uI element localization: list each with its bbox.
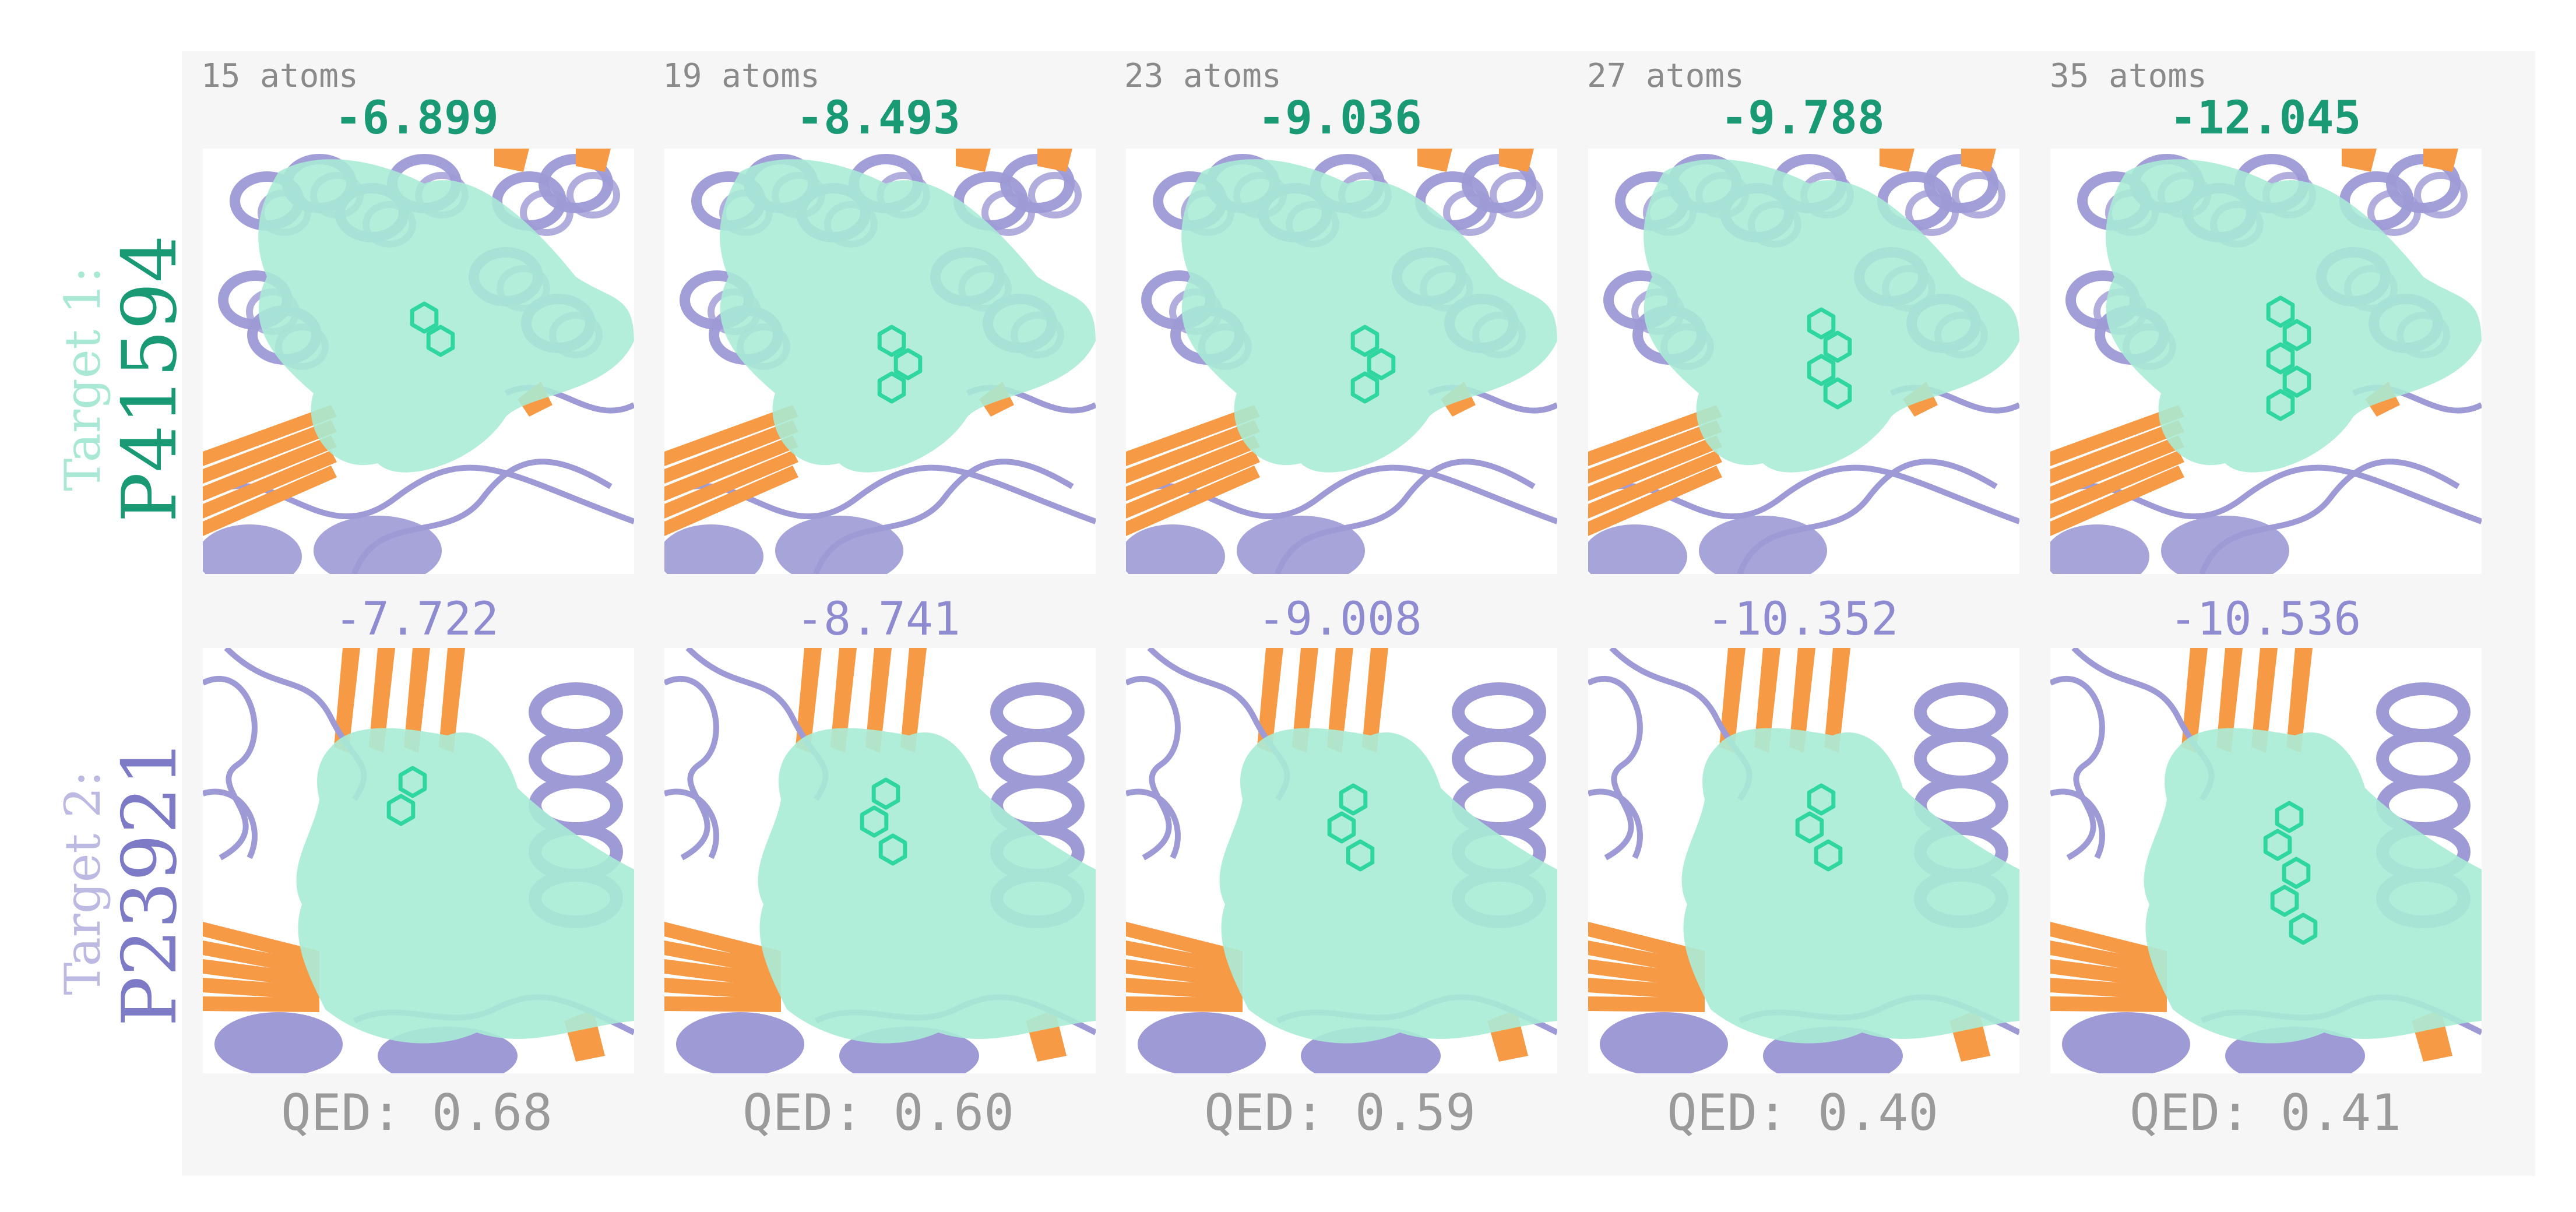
qed-label: QED: 0.40 — [1667, 1084, 1938, 1142]
protein-ligand-render-target-2 — [1126, 648, 1557, 1073]
protein-ligand-render-target-2 — [664, 648, 1096, 1073]
protein-ligand-render-target-1 — [203, 149, 634, 574]
ligand-molecule — [2266, 295, 2311, 421]
binding-pocket-surface — [258, 159, 634, 473]
row-label-target-id: P23921 — [107, 739, 193, 1027]
binding-pocket-surface — [720, 159, 1096, 473]
ligand-molecule — [1350, 325, 1396, 404]
binding-pocket-surface — [1181, 159, 1557, 473]
binding-pocket-surface — [2144, 728, 2482, 1044]
atom-count-label: 23 atoms — [1124, 57, 1282, 95]
protein-ligand-render-target-2 — [1588, 648, 2019, 1073]
row-label-prefix: Target 1: — [54, 266, 111, 491]
atom-count-label: 19 atoms — [663, 57, 820, 95]
binding-pocket-surface — [1681, 728, 2019, 1044]
atom-count-label: 27 atoms — [1587, 57, 1744, 95]
ligand-molecule — [860, 777, 907, 866]
docking-score-target-1: -9.788 — [1720, 92, 1885, 145]
ligand-molecule — [1327, 783, 1375, 872]
row-label-target-1: Target 1: P41594 — [54, 175, 210, 583]
ligand-molecule — [2263, 801, 2318, 945]
ligand-molecule — [386, 766, 427, 826]
docking-score-target-2: -9.008 — [1258, 593, 1422, 646]
docking-score-target-1: -8.493 — [796, 92, 960, 145]
atom-count-label: 15 atoms — [201, 57, 358, 95]
binding-pocket-surface — [296, 728, 634, 1044]
row-label-target-2: Target 2: P23921 — [54, 679, 210, 1087]
qed-label: QED: 0.59 — [1204, 1084, 1476, 1142]
docking-score-target-2: -8.741 — [796, 593, 960, 646]
docking-score-target-1: -9.036 — [1258, 92, 1422, 145]
protein-ligand-render-target-1 — [2050, 149, 2482, 574]
protein-ligand-render-target-1 — [664, 149, 1096, 574]
row-label-target-id: P41594 — [107, 235, 193, 523]
ligand-molecule — [877, 325, 923, 404]
ligand-molecule — [1795, 783, 1843, 872]
binding-pocket-surface — [758, 728, 1096, 1044]
qed-label: QED: 0.41 — [2130, 1084, 2401, 1142]
docking-score-target-1: -6.899 — [335, 92, 499, 145]
protein-ligand-render-target-2 — [203, 648, 634, 1073]
protein-ligand-render-target-1 — [1588, 149, 2019, 574]
docking-score-target-2: -10.536 — [2169, 593, 2362, 646]
docking-score-target-2: -10.352 — [1706, 593, 1899, 646]
atom-count-label: 35 atoms — [2050, 57, 2207, 95]
row-label-prefix: Target 2: — [54, 770, 111, 995]
docking-score-target-2: -7.722 — [335, 593, 499, 646]
ligand-molecule — [410, 301, 455, 357]
qed-label: QED: 0.60 — [742, 1084, 1014, 1142]
qed-label: QED: 0.68 — [281, 1084, 552, 1142]
protein-ligand-render-target-2 — [2050, 648, 2482, 1073]
binding-pocket-surface — [1219, 728, 1557, 1044]
docking-score-target-1: -12.045 — [2169, 92, 2362, 145]
protein-ligand-render-target-1 — [1126, 149, 1557, 574]
ligand-molecule — [1807, 307, 1852, 410]
